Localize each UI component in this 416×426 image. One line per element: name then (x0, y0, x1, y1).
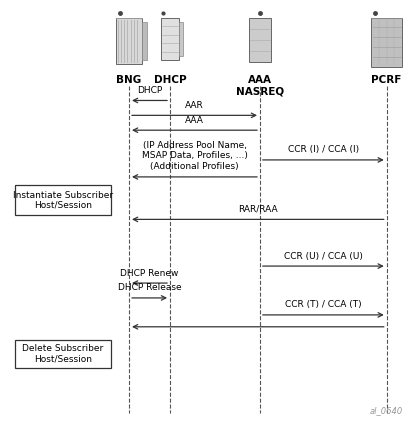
Text: CCR (U) / CCA (U): CCR (U) / CCA (U) (284, 252, 363, 261)
FancyBboxPatch shape (116, 17, 142, 64)
Text: AAA: AAA (185, 116, 204, 125)
Text: PCRF: PCRF (371, 75, 402, 85)
Text: Delete Subscriber
Host/Session: Delete Subscriber Host/Session (22, 345, 103, 364)
Text: Instantiate Subscriber
Host/Session: Instantiate Subscriber Host/Session (12, 190, 113, 210)
Text: (Additional Profiles): (Additional Profiles) (150, 162, 239, 171)
Text: CCR (T) / CCA (T): CCR (T) / CCA (T) (285, 300, 362, 309)
Text: AAR: AAR (185, 101, 204, 110)
Text: DHCP: DHCP (137, 86, 162, 95)
Text: CCR (I) / CCA (I): CCR (I) / CCA (I) (288, 145, 359, 154)
FancyBboxPatch shape (161, 17, 179, 60)
Text: DHCP Release: DHCP Release (118, 283, 181, 292)
Text: BNG: BNG (116, 75, 142, 85)
FancyBboxPatch shape (15, 340, 111, 368)
Text: DHCP Renew: DHCP Renew (120, 268, 179, 278)
FancyBboxPatch shape (371, 17, 402, 66)
FancyBboxPatch shape (15, 185, 111, 215)
Text: AAA
NASREQ: AAA NASREQ (236, 75, 284, 97)
FancyBboxPatch shape (142, 22, 147, 60)
Text: RAR/RAA: RAR/RAA (238, 205, 278, 214)
Text: al_0640: al_0640 (370, 406, 403, 414)
FancyBboxPatch shape (179, 22, 183, 56)
Text: (IP Address Pool Name,
MSAP Data, Profiles, ...): (IP Address Pool Name, MSAP Data, Profil… (141, 141, 248, 160)
Text: DHCP: DHCP (154, 75, 186, 85)
FancyBboxPatch shape (249, 17, 271, 62)
